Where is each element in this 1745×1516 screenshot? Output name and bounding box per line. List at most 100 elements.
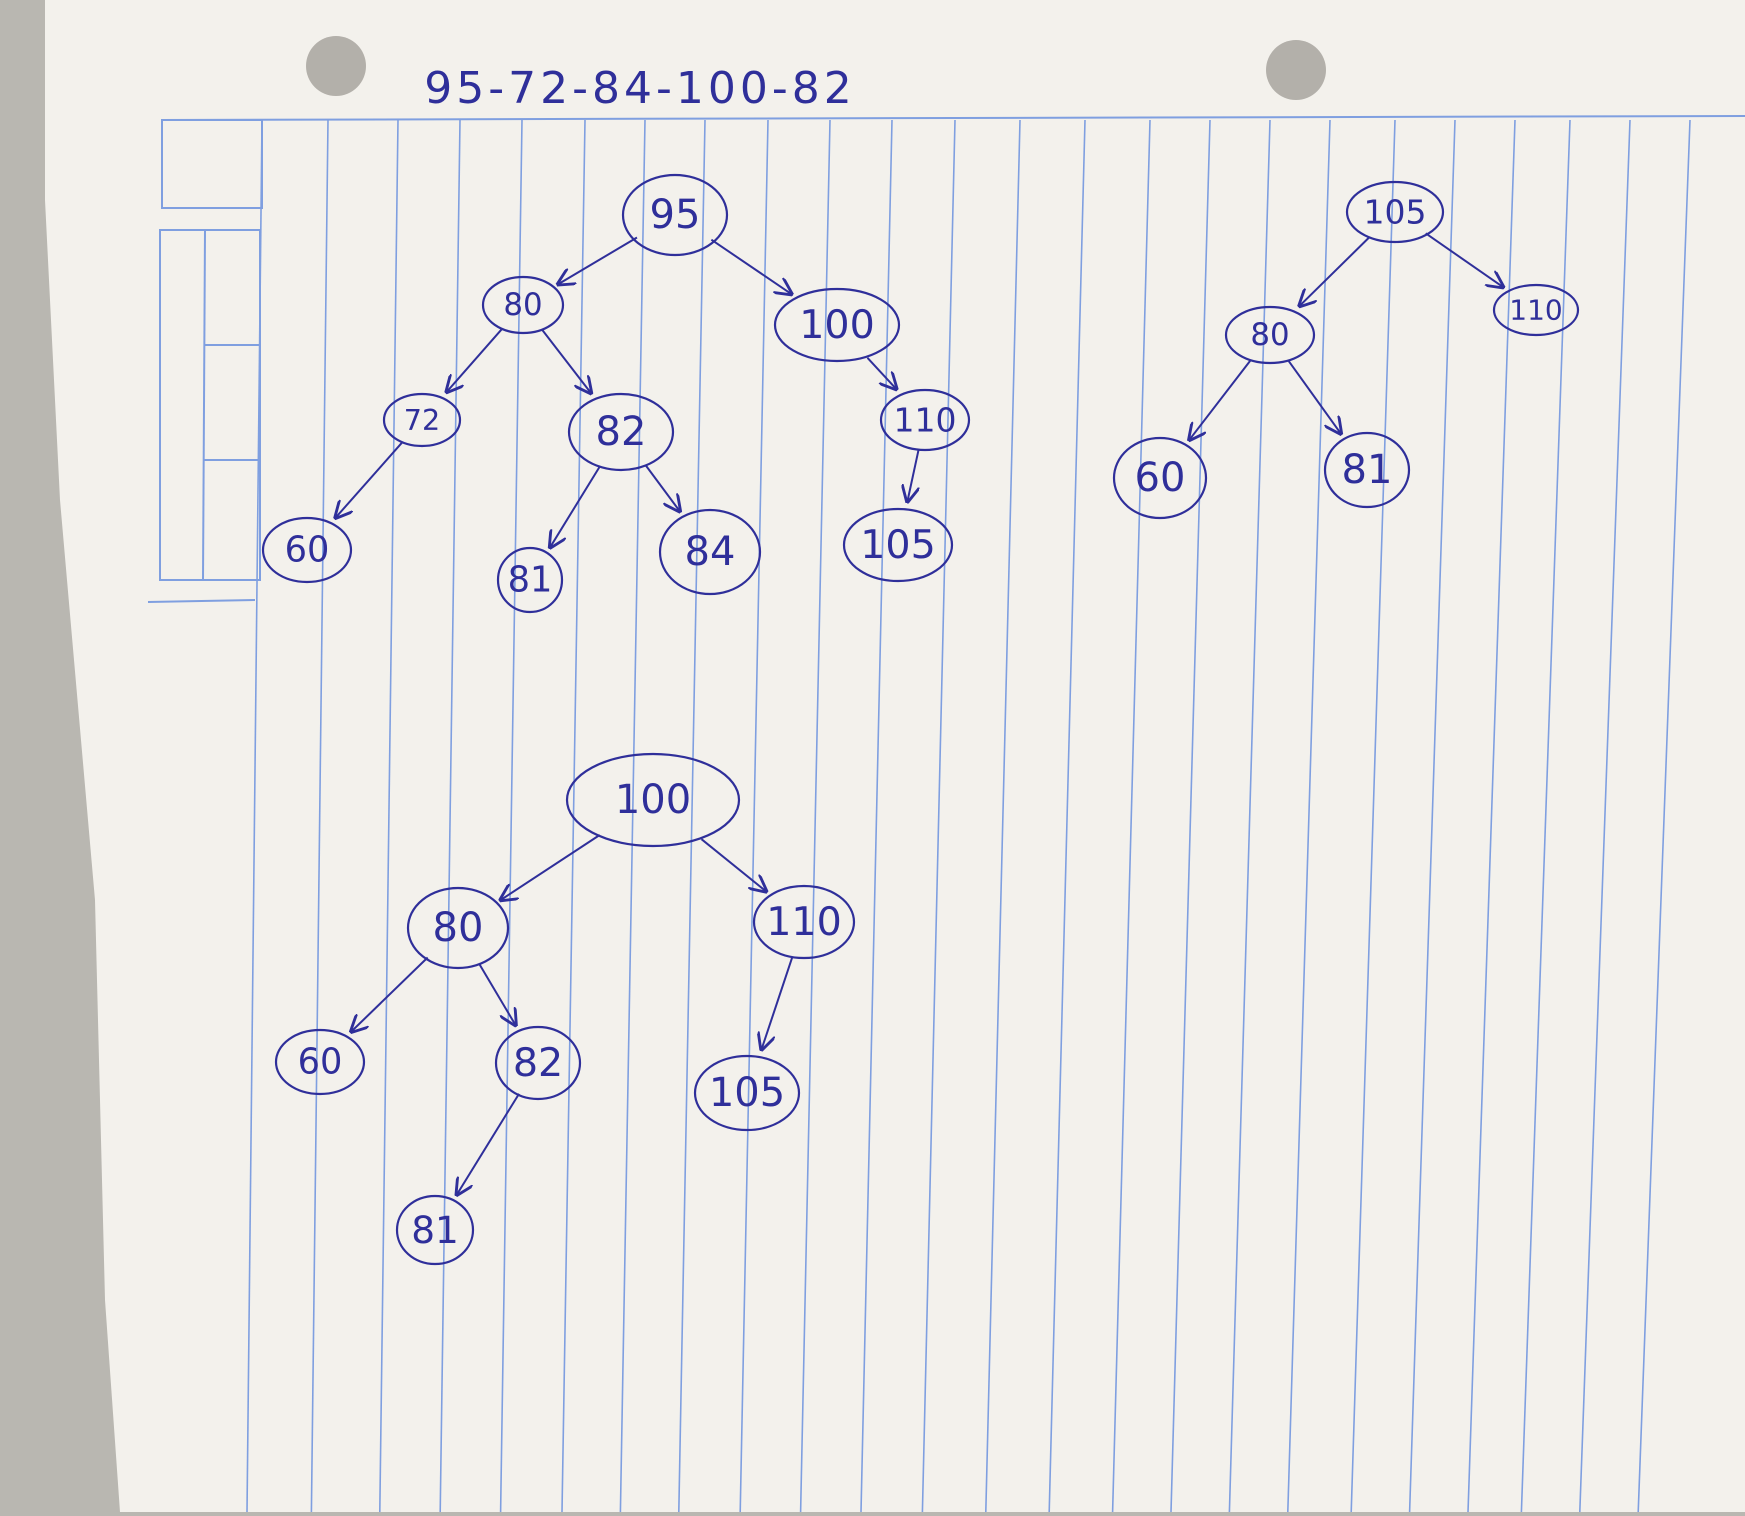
rule-line bbox=[1467, 119, 1516, 1513]
node-82: 82 bbox=[567, 392, 675, 472]
node-label: 60 bbox=[1135, 455, 1186, 501]
node-circle bbox=[842, 507, 954, 583]
node-label: 82 bbox=[596, 409, 647, 455]
node-label: 60 bbox=[285, 530, 330, 571]
node-72: 72 bbox=[382, 392, 462, 448]
rule-line bbox=[1111, 119, 1151, 1513]
rule-line bbox=[1408, 119, 1456, 1513]
node-label: 105 bbox=[709, 1070, 785, 1116]
rule-line bbox=[1520, 119, 1571, 1513]
node-label: 80 bbox=[1250, 317, 1289, 353]
node-label: 60 bbox=[298, 1042, 343, 1083]
tree-3: 100 80 110 60 82 105 81 bbox=[274, 752, 856, 1266]
node-label: 81 bbox=[411, 1208, 459, 1252]
node-81: 81 bbox=[1323, 431, 1411, 509]
node-circle bbox=[1345, 180, 1445, 244]
node-105: 105 bbox=[842, 507, 954, 583]
node-circle bbox=[274, 1028, 366, 1096]
rule-line bbox=[379, 119, 399, 1513]
node-circle bbox=[494, 1025, 582, 1101]
node-circle bbox=[395, 1194, 475, 1266]
node-100: 100 bbox=[773, 287, 901, 363]
margin-boxes bbox=[147, 119, 263, 603]
rule-line bbox=[1579, 119, 1631, 1513]
edge-80-to-72 bbox=[447, 327, 504, 392]
node-circle bbox=[496, 546, 564, 614]
edge-80-to-82 bbox=[541, 328, 591, 393]
edge-82-to-84 bbox=[644, 464, 679, 511]
rule-line bbox=[1048, 119, 1086, 1513]
rule-line bbox=[619, 119, 646, 1513]
trees-layer: 95 80 100 72 82 110 60 81 84 105 105 80 110 60 81 100 80… bbox=[261, 173, 1580, 1266]
node-circle bbox=[406, 886, 510, 970]
node-label: 100 bbox=[799, 302, 875, 348]
edge-95-to-100 bbox=[710, 238, 791, 294]
rule-line bbox=[1170, 119, 1211, 1513]
ruled-lines bbox=[161, 115, 1745, 1513]
rule-line bbox=[499, 119, 523, 1513]
edge-110-to-105 bbox=[762, 956, 794, 1049]
edge-110-to-105 bbox=[907, 449, 918, 502]
node-circle bbox=[565, 752, 741, 848]
rule-line bbox=[739, 119, 769, 1513]
node-label: 110 bbox=[1509, 294, 1562, 327]
edge-82-to-81 bbox=[550, 465, 601, 547]
edge-95-to-80 bbox=[558, 236, 638, 285]
node-80: 80 bbox=[406, 886, 510, 970]
rule-line bbox=[985, 119, 1021, 1513]
node-110: 110 bbox=[1492, 283, 1580, 337]
edge-80-to-81 bbox=[1287, 360, 1341, 433]
node-80: 80 bbox=[1224, 305, 1316, 365]
node-circle bbox=[382, 392, 462, 448]
node-81: 81 bbox=[395, 1194, 475, 1266]
node-circle bbox=[1323, 431, 1411, 509]
edge-100-to-80 bbox=[501, 834, 601, 900]
paper-sheet bbox=[45, 0, 1745, 1512]
binder-hole-left bbox=[306, 36, 366, 96]
rule-line bbox=[1228, 119, 1271, 1513]
node-label: 82 bbox=[513, 1040, 563, 1086]
node-label: 105 bbox=[860, 522, 936, 568]
node-95: 95 bbox=[621, 173, 729, 257]
rule-line bbox=[310, 119, 329, 1513]
node-label: 81 bbox=[1342, 447, 1393, 493]
edge-72-to-60 bbox=[336, 441, 404, 518]
node-81: 81 bbox=[496, 546, 564, 614]
node-105: 105 bbox=[1345, 180, 1445, 244]
rule-line bbox=[561, 119, 586, 1513]
node-circle bbox=[567, 392, 675, 472]
node-circle bbox=[693, 1054, 801, 1132]
edge-100-to-110 bbox=[700, 838, 767, 891]
node-circle bbox=[621, 173, 729, 257]
node-60: 60 bbox=[274, 1028, 366, 1096]
node-circle bbox=[773, 287, 901, 363]
tree-1: 95 80 100 72 82 110 60 81 84 105 bbox=[261, 173, 971, 614]
node-circle bbox=[1492, 283, 1580, 337]
node-110: 110 bbox=[752, 884, 856, 960]
binder-hole-right bbox=[1266, 40, 1326, 100]
node-110: 110 bbox=[879, 388, 971, 452]
node-circle bbox=[261, 516, 353, 584]
edge-100-to-110 bbox=[866, 357, 896, 389]
node-circle bbox=[752, 884, 856, 960]
edge-82-to-81 bbox=[457, 1093, 520, 1195]
edge-80-to-60 bbox=[351, 956, 429, 1031]
edge-80-to-60 bbox=[1189, 360, 1252, 440]
node-circle bbox=[879, 388, 971, 452]
rule-line bbox=[799, 119, 831, 1513]
node-60: 60 bbox=[1112, 436, 1208, 520]
node-circle bbox=[1112, 436, 1208, 520]
node-82: 82 bbox=[494, 1025, 582, 1101]
node-100: 100 bbox=[565, 752, 741, 848]
rule-line bbox=[860, 119, 893, 1513]
node-label: 95 bbox=[650, 192, 701, 238]
node-label: 80 bbox=[503, 287, 542, 323]
node-label: 110 bbox=[766, 899, 842, 945]
node-circle bbox=[658, 508, 762, 596]
rule-line bbox=[921, 119, 956, 1513]
rule-line bbox=[1350, 119, 1396, 1513]
rule-line bbox=[1287, 119, 1331, 1513]
node-80: 80 bbox=[481, 275, 565, 335]
node-label: 84 bbox=[685, 529, 736, 575]
